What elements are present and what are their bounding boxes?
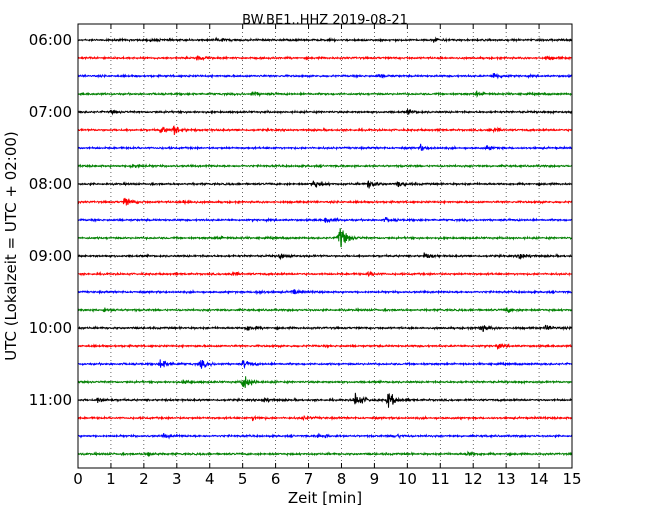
trace-line (77, 252, 573, 261)
trace-line (77, 324, 573, 333)
trace-06:45 (77, 90, 573, 98)
x-tick-label: 11 (431, 470, 450, 488)
trace-10:15 (77, 342, 573, 351)
chart-title: BW.BE1..HHZ 2019-08-21 (242, 13, 408, 28)
y-tick-label: 07:00 (29, 103, 72, 121)
trace-08:45 (77, 228, 573, 248)
y-tick-label: 08:00 (29, 175, 72, 193)
trace-09:15 (77, 270, 573, 278)
y-tick-label: 10:00 (29, 319, 72, 337)
trace-line (77, 414, 573, 422)
trace-08:00 (77, 180, 573, 189)
trace-line (77, 270, 573, 278)
x-axis: 0 1 2 3 4 5 6 7 8 9 10 11 12 13 14 15 (73, 24, 582, 488)
trace-10:00 (77, 324, 573, 333)
trace-line (77, 108, 573, 116)
trace-07:30 (77, 143, 573, 152)
y-tick-label: 11:00 (29, 391, 72, 409)
x-tick-label: 14 (530, 470, 549, 488)
trace-line (77, 125, 573, 135)
trace-line (77, 36, 573, 43)
trace-group (77, 36, 573, 458)
y-axis: 06:00 07:00 08:00 09:00 10:00 11:00 (29, 31, 572, 409)
x-axis-label: Zeit [min] (288, 489, 362, 507)
x-tick-label: 8 (337, 470, 347, 488)
trace-11:15 (77, 414, 573, 422)
trace-10:45 (77, 376, 573, 388)
trace-09:00 (77, 252, 573, 261)
trace-line (77, 73, 573, 80)
trace-line (77, 197, 573, 206)
trace-07:45 (77, 163, 573, 169)
trace-line (77, 432, 573, 440)
x-tick-label: 4 (205, 470, 215, 488)
x-tick-label: 1 (106, 470, 116, 488)
x-tick-label: 15 (562, 470, 581, 488)
trace-08:15 (77, 197, 573, 206)
x-tick-label: 0 (73, 470, 83, 488)
trace-line (77, 90, 573, 98)
trace-11:00 (77, 392, 573, 408)
trace-07:15 (77, 125, 573, 135)
trace-line (77, 359, 573, 370)
trace-09:30 (77, 288, 573, 296)
y-tick-label: 06:00 (29, 31, 72, 49)
trace-line (77, 55, 573, 62)
x-tick-label: 3 (172, 470, 182, 488)
trace-line (77, 163, 573, 169)
trace-07:00 (77, 108, 573, 116)
trace-line (77, 228, 573, 248)
x-tick-label: 13 (497, 470, 516, 488)
trace-11:45 (77, 450, 573, 458)
x-tick-label: 6 (271, 470, 281, 488)
trace-line (77, 180, 573, 189)
trace-line (77, 306, 573, 313)
x-tick-label: 10 (398, 470, 417, 488)
trace-10:30 (77, 359, 573, 370)
x-tick-label: 7 (304, 470, 314, 488)
trace-line (77, 143, 573, 152)
trace-06:00 (77, 36, 573, 43)
trace-line (77, 288, 573, 296)
trace-06:30 (77, 73, 573, 80)
x-tick-label: 2 (139, 470, 149, 488)
y-axis-label: UTC (Lokalzeit = UTC + 02:00) (2, 131, 20, 361)
grid-lines (110, 24, 540, 468)
x-tick-label: 12 (464, 470, 483, 488)
trace-line (77, 342, 573, 351)
trace-06:15 (77, 55, 573, 62)
y-tick-label: 09:00 (29, 247, 72, 265)
trace-line (77, 450, 573, 458)
trace-09:45 (77, 306, 573, 313)
x-tick-label: 9 (370, 470, 380, 488)
trace-line (77, 216, 573, 224)
trace-11:30 (77, 432, 573, 440)
plot-frame (77, 23, 573, 469)
trace-line (77, 392, 573, 408)
x-tick-label: 5 (238, 470, 248, 488)
trace-08:30 (77, 216, 573, 224)
trace-line (77, 376, 573, 388)
